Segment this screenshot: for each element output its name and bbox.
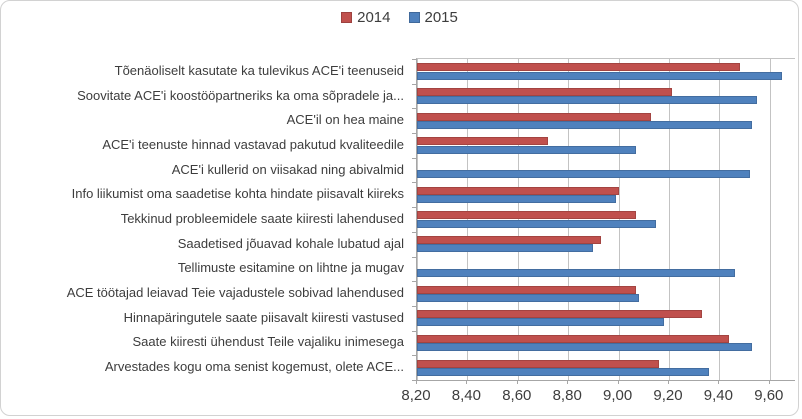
x-axis-tick-label: 8,20 bbox=[401, 387, 431, 404]
category-axis-tick bbox=[412, 182, 417, 184]
legend-swatch-icon bbox=[408, 12, 420, 23]
bar-2015-0 bbox=[417, 71, 783, 80]
x-axis-tick bbox=[617, 380, 619, 384]
chart-legend: 2014 2015 bbox=[1, 9, 798, 26]
gridline bbox=[517, 59, 519, 380]
bar-2015-11 bbox=[417, 343, 753, 352]
bar-2015-9 bbox=[417, 293, 639, 302]
x-axis-tick-label: 9,00 bbox=[602, 387, 633, 404]
x-axis-tick-label: 9,40 bbox=[703, 387, 733, 404]
bar-2014-10 bbox=[417, 310, 702, 319]
bar-2015-7 bbox=[417, 244, 594, 253]
category-axis-labels: Tõenäoliselt kasutate ka tulevikus ACE'i… bbox=[1, 58, 410, 379]
bar-2015-12 bbox=[417, 367, 710, 376]
bar-2014-5 bbox=[417, 186, 619, 195]
category-label: ACE'i kullerid on viisakad ning abivalmi… bbox=[171, 161, 404, 177]
gridline bbox=[467, 59, 469, 380]
bar-2014-6 bbox=[417, 211, 637, 220]
x-axis-tick-label: 8,40 bbox=[451, 387, 481, 404]
legend-swatch-icon bbox=[341, 12, 353, 23]
x-axis-tick-label: 9,60 bbox=[754, 387, 784, 404]
category-label: Info liikumist oma saadetise kohta hinda… bbox=[71, 186, 404, 202]
legend-label: 2014 bbox=[357, 9, 391, 26]
category-axis-tick bbox=[412, 207, 417, 209]
legend-item-2015: 2015 bbox=[408, 9, 458, 26]
gridline bbox=[618, 59, 620, 380]
legend-item-2014: 2014 bbox=[341, 9, 391, 26]
value-axis: 8,20 8,40 8,60 8,80 9,00 9,20 9,40 9,60 bbox=[401, 380, 794, 412]
category-axis-tick bbox=[412, 231, 417, 233]
x-axis-tick bbox=[416, 380, 417, 384]
category-label: ACE'il on hea maine bbox=[286, 112, 404, 128]
bar-2014-7 bbox=[417, 236, 601, 245]
bar-2015-3 bbox=[417, 145, 637, 154]
bar-2014-2 bbox=[417, 112, 652, 121]
bar-2015-5 bbox=[417, 194, 617, 203]
bar-2014-12 bbox=[417, 359, 659, 368]
bar-2014-3 bbox=[417, 137, 549, 146]
category-label: ACE'i teenuste hinnad vastavad pakutud k… bbox=[102, 136, 404, 152]
plot-area bbox=[412, 58, 795, 381]
category-label: ACE töötajad leiavad Teie vajadustele so… bbox=[66, 285, 404, 301]
category-axis-tick bbox=[412, 157, 417, 159]
category-label: Saate kiiresti ühendust Teile vajaliku i… bbox=[132, 334, 404, 350]
category-label: Soovitate ACE'i koostööpartneriks ka oma… bbox=[77, 87, 404, 103]
category-axis-tick bbox=[412, 305, 417, 307]
bar-2014-9 bbox=[417, 285, 637, 294]
bar-2015-4 bbox=[417, 170, 750, 179]
x-axis-tick-label: 8,60 bbox=[502, 387, 532, 404]
category-axis-tick bbox=[412, 108, 417, 110]
bar-2014-1 bbox=[417, 87, 672, 96]
bar-2015-2 bbox=[417, 120, 753, 129]
x-axis-tick bbox=[668, 380, 669, 384]
category-label: Tellimuste esitamine on lihtne ja mugav bbox=[177, 260, 404, 276]
category-axis-tick bbox=[412, 380, 417, 381]
category-axis-tick bbox=[412, 83, 417, 85]
x-axis-tick-label: 8,80 bbox=[552, 387, 582, 404]
bar-2015-10 bbox=[417, 318, 664, 327]
x-axis-tick bbox=[567, 380, 569, 384]
category-axis-tick bbox=[412, 133, 417, 135]
bar-2014-11 bbox=[417, 334, 730, 343]
bar-2015-8 bbox=[417, 269, 735, 278]
x-axis-tick-label: 9,20 bbox=[653, 387, 683, 404]
category-label: Arvestades kogu oma senist kogemust, ole… bbox=[104, 359, 404, 375]
category-label: Hinnapäringutele saate piisavalt kiirest… bbox=[123, 309, 404, 325]
x-axis-tick bbox=[718, 380, 720, 384]
gridline bbox=[669, 59, 670, 380]
gridline bbox=[417, 59, 418, 380]
x-axis-tick bbox=[516, 380, 518, 384]
x-axis-tick bbox=[768, 380, 770, 384]
bar-2015-6 bbox=[417, 219, 657, 228]
bar-2014-0 bbox=[417, 63, 740, 72]
bar-2015-1 bbox=[417, 96, 758, 105]
category-axis-tick bbox=[412, 59, 417, 60]
category-axis-tick bbox=[412, 330, 417, 332]
category-axis-tick bbox=[412, 281, 417, 283]
category-axis-tick bbox=[412, 256, 417, 258]
gridline bbox=[769, 59, 771, 380]
category-label: Saadetised jõuavad kohale lubatud ajal bbox=[177, 235, 404, 251]
gridline bbox=[719, 59, 721, 380]
category-label: Tõenäoliselt kasutate ka tulevikus ACE'i… bbox=[114, 62, 404, 78]
x-axis-tick bbox=[466, 380, 468, 384]
gridline bbox=[568, 59, 570, 380]
legend-label: 2015 bbox=[424, 9, 458, 26]
category-axis-tick bbox=[412, 355, 417, 357]
category-label: Tekkinud probleemidele saate kiiresti la… bbox=[120, 210, 404, 226]
